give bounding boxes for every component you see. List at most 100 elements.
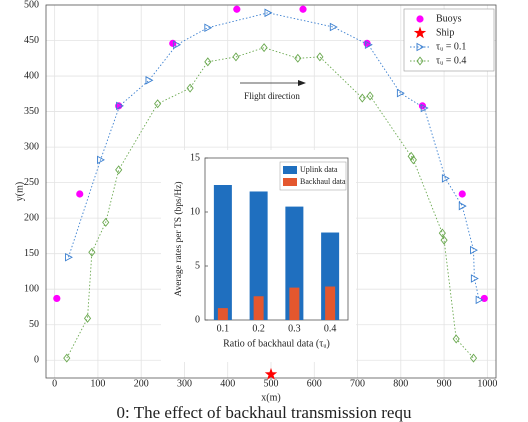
marker [204, 57, 212, 67]
marker [441, 174, 450, 183]
marker [469, 353, 478, 363]
marker [420, 103, 429, 113]
annotation-arrowhead [298, 80, 306, 86]
marker [409, 155, 417, 165]
x-tick-label: 700 [350, 378, 365, 389]
x-tick-label: 200 [134, 378, 149, 389]
y-tick-label: 10 [190, 206, 200, 217]
x-tick-label: 600 [307, 378, 322, 389]
marker [102, 217, 110, 227]
legend-label: Backhaul data [300, 177, 346, 186]
marker [63, 353, 71, 363]
y-tick-label: 300 [24, 141, 39, 152]
y-tick-label: 0 [34, 355, 39, 366]
bar [253, 296, 264, 320]
x-tick-label: 900 [437, 378, 452, 389]
y-tick-label: 500 [24, 0, 39, 10]
y-tick-label: 200 [24, 212, 39, 223]
marker [458, 190, 466, 198]
caption: 0: The effect of backhaul transmission r… [117, 403, 412, 422]
legend-marker [416, 15, 424, 23]
marker [440, 235, 448, 245]
series-line [68, 12, 480, 300]
marker [65, 252, 73, 262]
y-axis-label: Average rates per TS (bps/Hz) [173, 181, 184, 296]
marker [458, 201, 467, 211]
marker [294, 53, 302, 63]
marker [475, 295, 484, 305]
x-tick-label: 1000 [477, 378, 497, 389]
marker [76, 190, 84, 198]
marker [396, 88, 405, 98]
annotation: Flight direction [244, 91, 300, 101]
marker [83, 313, 92, 323]
y-tick-label: 400 [24, 70, 39, 81]
y-axis-label: y(m) [14, 182, 25, 201]
legend-marker [413, 26, 427, 39]
x-tick-label: 300 [177, 378, 192, 389]
legend-swatch [283, 166, 297, 174]
y-tick-label: 50 [29, 319, 39, 330]
marker [173, 40, 182, 50]
marker [470, 274, 479, 283]
x-tick-label: 100 [90, 378, 105, 389]
x-tick-label: 0.4 [324, 323, 337, 334]
y-tick-label: 150 [24, 248, 39, 259]
marker [116, 101, 125, 111]
marker [264, 8, 273, 18]
x-axis-label: x(m) [261, 392, 280, 403]
marker [115, 165, 123, 175]
marker [358, 93, 366, 103]
y-tick-label: 450 [24, 35, 39, 46]
marker [154, 99, 162, 109]
bar [213, 185, 232, 320]
axes-frame [45, 4, 497, 379]
legend-marker [416, 42, 425, 52]
marker [260, 43, 268, 53]
legend-label: Buoys [436, 13, 462, 24]
marker [97, 155, 105, 165]
marker [145, 76, 154, 85]
marker [264, 367, 278, 380]
marker [329, 22, 338, 32]
marker [366, 91, 374, 101]
x-tick-label: 500 [264, 378, 279, 389]
marker [452, 334, 460, 344]
marker [53, 294, 61, 303]
marker [186, 83, 194, 93]
x-tick-label: 0.1 [217, 323, 230, 334]
y-tick-label: 250 [24, 177, 39, 188]
y-tick-label: 0 [195, 314, 200, 325]
marker [88, 247, 96, 257]
x-axis-label: Ratio of backhaul data (τᵤ) [223, 338, 330, 349]
marker [480, 294, 488, 303]
marker [316, 52, 324, 62]
legend-label: τᵤ = 0.4 [436, 55, 466, 66]
x-tick-label: 0.2 [252, 323, 265, 334]
y-tick-label: 5 [195, 260, 200, 271]
marker [233, 5, 241, 13]
legend-swatch [283, 178, 297, 186]
x-tick-label: 0.3 [288, 323, 301, 334]
marker [470, 245, 478, 255]
legend-label: τᵤ = 0.1 [436, 41, 466, 52]
x-tick-label: 0 [52, 378, 57, 389]
legend-label: Uplink data [300, 165, 338, 174]
x-tick-label: 400 [220, 378, 235, 389]
marker [407, 151, 415, 161]
marker [232, 52, 240, 62]
marker [418, 102, 427, 110]
bar [289, 287, 300, 320]
bar [249, 191, 268, 320]
bar [217, 308, 228, 320]
legend-marker [416, 56, 424, 66]
y-tick-label: 100 [24, 283, 39, 294]
marker [204, 23, 213, 32]
x-tick-label: 800 [393, 378, 408, 389]
y-tick-label: 15 [190, 152, 200, 163]
marker [364, 40, 373, 50]
bar [325, 286, 336, 320]
marker [438, 228, 446, 238]
legend-label: Ship [436, 27, 454, 38]
